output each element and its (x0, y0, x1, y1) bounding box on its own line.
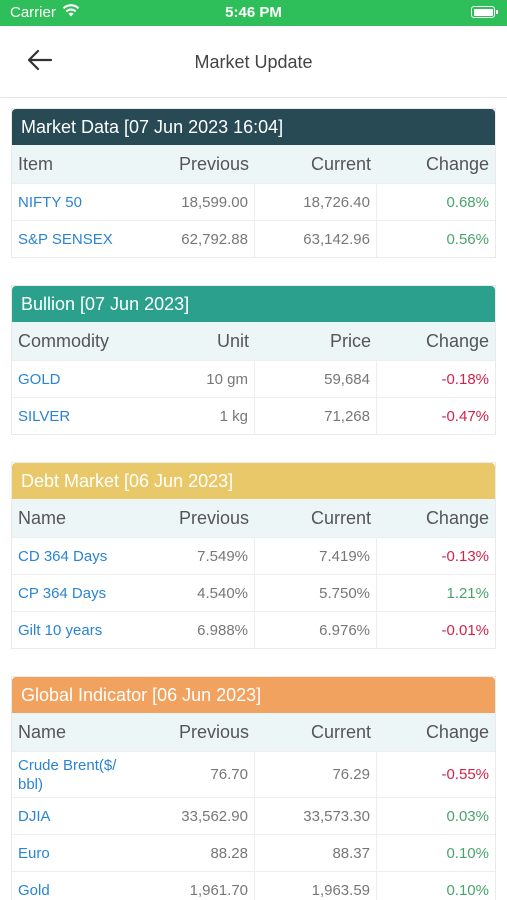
row-name[interactable]: SILVER (18, 407, 71, 425)
table-row[interactable]: GOLD 10 gm 59,684 -0.18% (12, 360, 495, 397)
bullion-header: Bullion [07 Jun 2023] (12, 286, 495, 322)
row-current: 6.976% (255, 612, 377, 648)
row-previous: 62,792.88 (137, 221, 255, 257)
table-row[interactable]: Crude Brent($/ bbl) 76.70 76.29 -0.55% (12, 751, 495, 797)
table-row[interactable]: S&P SENSEX 62,792.88 63,142.96 0.56% (12, 220, 495, 257)
carrier-info: Carrier (10, 4, 80, 21)
row-previous: 4.540% (137, 575, 255, 611)
row-previous: 76.70 (137, 752, 255, 797)
row-name[interactable]: GOLD (18, 370, 61, 388)
market-data-title: Market Data [07 Jun 2023 16:04] (21, 116, 284, 137)
bullion-title: Bullion [07 Jun 2023] (21, 293, 190, 314)
row-previous: 33,562.90 (137, 798, 255, 834)
debt-market-header: Debt Market [06 Jun 2023] (12, 463, 495, 499)
row-current: 88.37 (255, 835, 377, 871)
column-header-current: Current (310, 153, 371, 174)
row-price: 71,268 (255, 398, 377, 434)
row-price: 59,684 (255, 361, 377, 397)
row-current: 5.750% (255, 575, 377, 611)
column-header-name: Name (18, 721, 67, 742)
row-previous: 88.28 (137, 835, 255, 871)
row-change: 0.10% (446, 844, 489, 862)
column-header-unit: Unit (216, 330, 249, 351)
row-previous: 18,599.00 (137, 184, 255, 220)
row-name[interactable]: CD 364 Days (18, 547, 108, 565)
column-header-change: Change (425, 721, 489, 742)
bullion-card: Bullion [07 Jun 2023] Commodity Unit Pri… (11, 285, 496, 435)
column-header-current: Current (310, 507, 371, 528)
column-header-item: Item (18, 153, 54, 174)
column-header-change: Change (425, 507, 489, 528)
row-name[interactable]: Gold (18, 881, 50, 899)
row-change: 0.56% (446, 230, 489, 248)
column-header-name: Name (18, 507, 67, 528)
table-row[interactable]: CP 364 Days 4.540% 5.750% 1.21% (12, 574, 495, 611)
column-header-commodity: Commodity (18, 330, 110, 351)
row-name[interactable]: NIFTY 50 (18, 193, 82, 211)
row-change: -0.13% (441, 547, 489, 565)
table-row[interactable]: Euro 88.28 88.37 0.10% (12, 834, 495, 871)
global-indicator-header: Global Indicator [06 Jun 2023] (12, 677, 495, 713)
row-current: 18,726.40 (255, 184, 377, 220)
global-indicator-title: Global Indicator [06 Jun 2023] (21, 684, 262, 705)
row-unit: 1 kg (137, 398, 255, 434)
table-row[interactable]: CD 364 Days 7.549% 7.419% -0.13% (12, 537, 495, 574)
page-title: Market Update (194, 52, 313, 72)
table-row[interactable]: DJIA 33,562.90 33,573.30 0.03% (12, 797, 495, 834)
row-name[interactable]: Euro (18, 844, 50, 862)
row-current: 1,963.59 (255, 872, 377, 900)
market-data-header: Market Data [07 Jun 2023 16:04] (12, 109, 495, 145)
table-row[interactable]: SILVER 1 kg 71,268 -0.47% (12, 397, 495, 434)
debt-market-column-header: Name Previous Current Change (12, 499, 495, 537)
market-data-column-header: Item Previous Current Change (12, 145, 495, 183)
arrow-left-icon (27, 49, 53, 76)
row-change: -0.47% (441, 407, 489, 425)
row-change: 0.68% (446, 193, 489, 211)
table-row[interactable]: NIFTY 50 18,599.00 18,726.40 0.68% (12, 183, 495, 220)
row-name[interactable]: DJIA (18, 807, 51, 825)
debt-market-card: Debt Market [06 Jun 2023] Name Previous … (11, 462, 496, 649)
row-name[interactable]: Crude Brent($/ bbl) (18, 756, 117, 793)
row-unit: 10 gm (137, 361, 255, 397)
table-row[interactable]: Gold 1,961.70 1,963.59 0.10% (12, 871, 495, 900)
column-header-change: Change (425, 153, 489, 174)
row-current: 76.29 (255, 752, 377, 797)
column-header-change: Change (425, 330, 489, 351)
debt-market-title: Debt Market [06 Jun 2023] (21, 470, 234, 491)
row-current: 63,142.96 (255, 221, 377, 257)
row-current: 33,573.30 (255, 798, 377, 834)
carrier-label: Carrier (10, 4, 56, 21)
row-change: -0.18% (441, 370, 489, 388)
bullion-column-header: Commodity Unit Price Change (12, 322, 495, 360)
nav-bar: Market Update (0, 26, 507, 98)
row-change: 0.03% (446, 807, 489, 825)
row-name[interactable]: CP 364 Days (18, 584, 107, 602)
battery-icon (471, 6, 498, 18)
back-button[interactable] (24, 48, 56, 76)
content: Market Data [07 Jun 2023 16:04] Item Pre… (0, 98, 507, 900)
column-header-current: Current (310, 721, 371, 742)
row-previous: 6.988% (137, 612, 255, 648)
row-name[interactable]: S&P SENSEX (18, 230, 113, 248)
row-change: -0.01% (441, 621, 489, 639)
row-previous: 7.549% (137, 538, 255, 574)
row-change: -0.55% (441, 766, 489, 783)
wifi-icon (62, 4, 80, 21)
market-data-card: Market Data [07 Jun 2023 16:04] Item Pre… (11, 108, 496, 258)
global-indicator-card: Global Indicator [06 Jun 2023] Name Prev… (11, 676, 496, 900)
row-change: 1.21% (446, 584, 489, 602)
global-indicator-column-header: Name Previous Current Change (12, 713, 495, 751)
row-name[interactable]: Gilt 10 years (18, 621, 103, 639)
column-header-previous: Previous (178, 721, 249, 742)
table-row[interactable]: Gilt 10 years 6.988% 6.976% -0.01% (12, 611, 495, 648)
row-change: 0.10% (446, 881, 489, 899)
row-current: 7.419% (255, 538, 377, 574)
status-bar: Carrier 5:46 PM (0, 0, 507, 26)
column-header-price: Price (329, 330, 371, 351)
status-time: 5:46 PM (225, 4, 282, 21)
row-previous: 1,961.70 (137, 872, 255, 900)
column-header-previous: Previous (178, 153, 249, 174)
column-header-previous: Previous (178, 507, 249, 528)
